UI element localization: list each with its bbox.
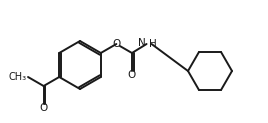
Text: O: O <box>128 70 136 80</box>
Text: O: O <box>39 103 48 113</box>
Text: N: N <box>138 38 146 48</box>
Text: O: O <box>112 39 121 49</box>
Text: CH₃: CH₃ <box>9 72 27 82</box>
Text: H: H <box>148 39 156 49</box>
